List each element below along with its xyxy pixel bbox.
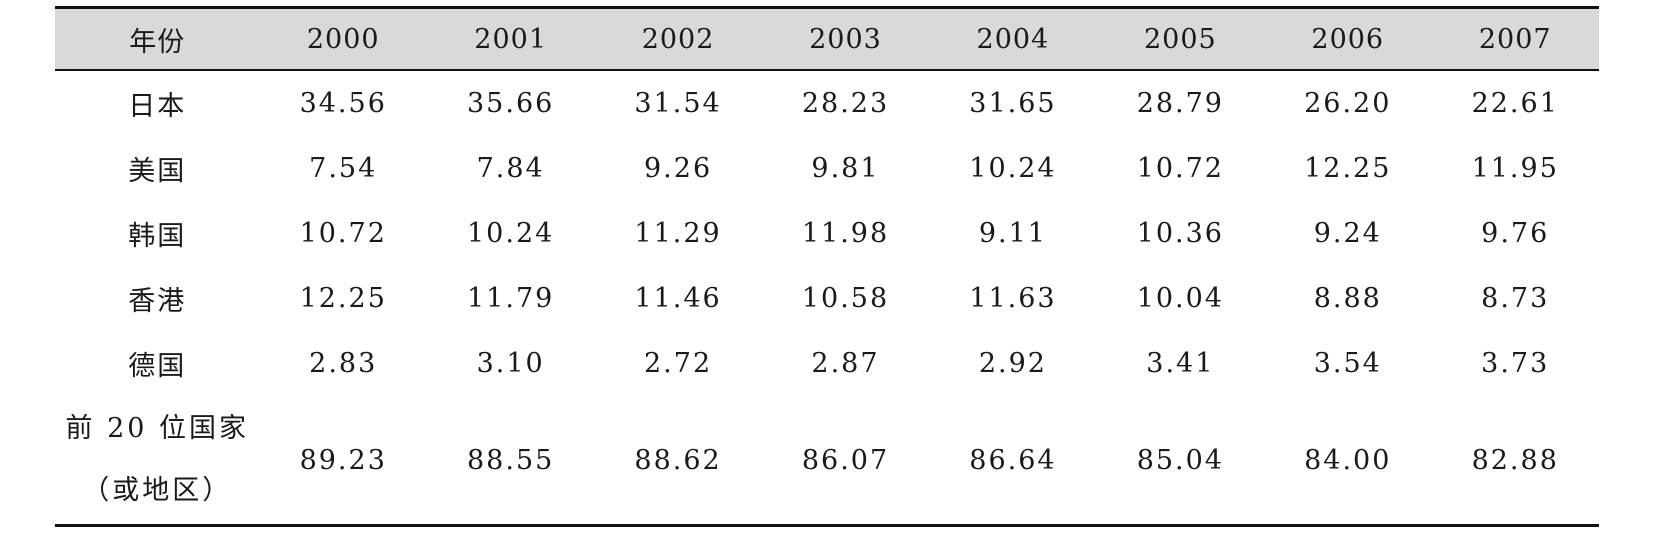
header-year: 2004 bbox=[929, 6, 1097, 71]
table-cell: 3.41 bbox=[1146, 348, 1215, 379]
header-year: 2001 bbox=[426, 6, 595, 71]
table-cell: 9.11 bbox=[978, 218, 1047, 249]
table-cell: 22.61 bbox=[1471, 88, 1559, 119]
table-cell: 10.04 bbox=[1136, 283, 1224, 314]
header-row: 年份 2000 2001 2002 2003 2004 2005 2006 20… bbox=[55, 6, 1599, 71]
table-cell: 10.58 bbox=[801, 283, 890, 314]
table-cell: 11.98 bbox=[801, 218, 890, 249]
table-cell: 88.62 bbox=[594, 396, 762, 527]
table-cell: 85.04 bbox=[1096, 396, 1265, 527]
table-row: 韩国 10.72 10.24 11.29 11.98 9.11 10.36 9.… bbox=[55, 201, 1599, 266]
data-table: 年份 2000 2001 2002 2003 2004 2005 2006 20… bbox=[55, 6, 1599, 527]
table-cell: 10.24 bbox=[969, 153, 1057, 184]
header-year: 2007 bbox=[1431, 6, 1599, 71]
table-cell: 89.23 bbox=[259, 396, 427, 527]
table-cell: 8.73 bbox=[1481, 283, 1550, 314]
table-body: 日本 34.56 35.66 31.54 28.23 31.65 28.79 2… bbox=[55, 70, 1599, 527]
table-cell: 26.20 bbox=[1304, 88, 1392, 119]
table-row: 美国 7.54 7.84 9.26 9.81 10.24 10.72 12.25… bbox=[55, 136, 1599, 201]
table-row: 日本 34.56 35.66 31.54 28.23 31.65 28.79 2… bbox=[55, 70, 1599, 136]
header-year: 2000 bbox=[259, 6, 427, 71]
table-cell: 9.24 bbox=[1313, 218, 1382, 249]
header-year-label: 年份 bbox=[55, 6, 260, 71]
table-cell: 2.83 bbox=[309, 348, 378, 379]
row-label-line2: （或地区） bbox=[82, 475, 233, 506]
row-label: 香港 bbox=[128, 286, 187, 317]
row-label: 美国 bbox=[128, 156, 187, 187]
table-cell: 86.07 bbox=[761, 396, 930, 527]
table-cell: 8.88 bbox=[1313, 283, 1382, 314]
row-label-line1: 前 20 位国家 bbox=[65, 413, 250, 444]
table-row: 德国 2.83 3.10 2.72 2.87 2.92 3.41 3.54 3.… bbox=[55, 331, 1599, 396]
table-cell: 10.24 bbox=[467, 218, 555, 249]
table-cell: 3.73 bbox=[1481, 348, 1550, 379]
table-cell: 9.76 bbox=[1481, 218, 1550, 249]
table-cell: 10.36 bbox=[1136, 218, 1224, 249]
table-cell: 84.00 bbox=[1264, 396, 1432, 527]
table-cell: 3.10 bbox=[476, 348, 545, 379]
table-cell: 9.81 bbox=[811, 153, 880, 184]
table-cell: 35.66 bbox=[467, 88, 555, 119]
table-cell: 2.72 bbox=[644, 348, 713, 379]
row-label: 德国 bbox=[128, 351, 187, 382]
row-label-multiline: 前 20 位国家 （或地区） bbox=[55, 396, 260, 527]
table-cell: 34.56 bbox=[299, 88, 387, 119]
table-cell: 31.54 bbox=[634, 88, 722, 119]
table-cell: 11.63 bbox=[969, 283, 1057, 314]
table-cell: 10.72 bbox=[1136, 153, 1224, 184]
table-row: 香港 12.25 11.79 11.46 10.58 11.63 10.04 8… bbox=[55, 266, 1599, 331]
row-label: 日本 bbox=[128, 91, 187, 122]
table-cell: 11.29 bbox=[634, 218, 722, 249]
table-cell: 31.65 bbox=[969, 88, 1057, 119]
header-year: 2006 bbox=[1264, 6, 1432, 71]
table-cell: 11.95 bbox=[1471, 153, 1559, 184]
table-cell: 86.64 bbox=[929, 396, 1097, 527]
table-cell: 2.87 bbox=[811, 348, 880, 379]
table-row-total: 前 20 位国家 （或地区） 89.23 88.55 88.62 86.07 8… bbox=[55, 396, 1599, 527]
header-year: 2003 bbox=[761, 6, 930, 71]
table-cell: 7.54 bbox=[309, 153, 378, 184]
table-header: 年份 2000 2001 2002 2003 2004 2005 2006 20… bbox=[55, 6, 1599, 71]
table-cell: 88.55 bbox=[426, 396, 595, 527]
header-year: 2005 bbox=[1096, 6, 1265, 71]
table-cell: 3.54 bbox=[1313, 348, 1382, 379]
table-cell: 2.92 bbox=[978, 348, 1047, 379]
multiline-label: 前 20 位国家 （或地区） bbox=[65, 398, 249, 522]
table-cell: 11.46 bbox=[634, 283, 722, 314]
row-label: 韩国 bbox=[128, 221, 187, 252]
table-cell: 11.79 bbox=[467, 283, 555, 314]
table-cell: 12.25 bbox=[1304, 153, 1392, 184]
table-cell: 12.25 bbox=[299, 283, 387, 314]
header-year: 2002 bbox=[594, 6, 762, 71]
table-cell: 9.26 bbox=[644, 153, 713, 184]
table-cell: 7.84 bbox=[476, 153, 545, 184]
table-cell: 28.23 bbox=[801, 88, 890, 119]
table-cell: 10.72 bbox=[299, 218, 387, 249]
table-cell: 82.88 bbox=[1431, 396, 1599, 527]
table-cell: 28.79 bbox=[1136, 88, 1224, 119]
